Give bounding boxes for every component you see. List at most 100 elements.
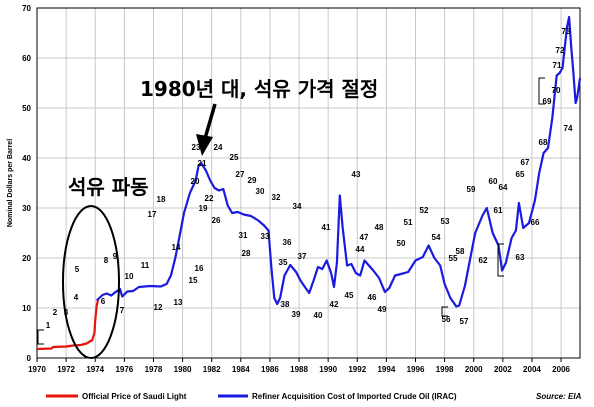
annotation-label: 58 (456, 247, 465, 256)
annotation-label: 3 (64, 308, 69, 317)
x-tick-label: 1982 (203, 365, 221, 374)
x-tick-label: 1996 (407, 365, 425, 374)
annotation-label: 74 (564, 124, 573, 133)
series-line-saudi-light (36, 299, 100, 351)
x-tick-label: 1984 (232, 365, 250, 374)
legend-label-irac: Refiner Acquisition Cost of Imported Cru… (252, 392, 457, 401)
annotation-label: 52 (420, 206, 429, 215)
source-label: Source: EIA (536, 392, 582, 401)
annotation-label: 57 (460, 317, 469, 326)
annotation-label: 14 (172, 243, 181, 252)
annotation-label: 18 (157, 195, 166, 204)
annotation-label: 73 (562, 27, 571, 36)
annotation-label: 48 (375, 223, 384, 232)
x-tick-label: 1970 (28, 365, 46, 374)
x-tick-label: 1988 (290, 365, 308, 374)
annotation-bracket (441, 306, 448, 317)
x-tick-label: 1972 (57, 365, 75, 374)
x-tick-label: 1976 (115, 365, 133, 374)
annotation-label: 56 (442, 315, 451, 324)
y-tick-label: 30 (22, 204, 31, 213)
x-tick-label: 2000 (465, 365, 483, 374)
annotation-label: 41 (322, 223, 331, 232)
legend: Official Price of Saudi Light Refiner Ac… (46, 392, 582, 401)
callout-1980s-peak: 1980년 대, 석유 가격 절정 (140, 77, 378, 101)
callouts: 1980년 대, 석유 가격 절정 석유 파동 (62, 77, 378, 359)
annotation-label: 55 (449, 254, 458, 263)
annotation-label: 37 (298, 252, 307, 261)
y-tick-label: 20 (22, 254, 31, 263)
annotation-label: 28 (242, 249, 251, 258)
y-axis-label: Nominal Dollars per Barrel (7, 139, 14, 227)
x-tick-label: 1980 (174, 365, 192, 374)
annotation-label: 31 (239, 231, 248, 240)
annotation-label: 69 (543, 97, 552, 106)
y-tick-label: 40 (22, 154, 31, 163)
annotation-label: 60 (489, 177, 498, 186)
x-tick-label: 1974 (86, 365, 104, 374)
annotation-label: 46 (368, 293, 377, 302)
annotation-label: 34 (293, 202, 302, 211)
annotation-label: 42 (330, 300, 339, 309)
annotation-label: 17 (148, 210, 157, 219)
annotation-label: 6 (101, 297, 106, 306)
annotation-label: 22 (205, 194, 214, 203)
annotation-label: 23 (192, 143, 201, 152)
annotation-label: 30 (256, 187, 265, 196)
annotation-label: 33 (261, 232, 270, 241)
annotation-label: 64 (499, 183, 508, 192)
annotation-label: 26 (212, 216, 221, 225)
annotation-label: 15 (189, 276, 198, 285)
annotation-label: 47 (360, 233, 369, 242)
annotation-label: 19 (199, 204, 208, 213)
annotation-label: 44 (356, 245, 365, 254)
annotation-label: 9 (113, 252, 118, 261)
y-tick-label: 10 (22, 304, 31, 313)
oil-shock-ellipse (62, 205, 120, 359)
x-tick-label: 2004 (523, 365, 541, 374)
annotation-label: 65 (516, 170, 525, 179)
y-tick-label: 50 (22, 104, 31, 113)
annotation-label: 70 (552, 86, 561, 95)
callout-arrow (202, 103, 217, 143)
annotation-label: 27 (236, 170, 245, 179)
annotation-label: 39 (292, 310, 301, 319)
annotation-label: 1 (46, 321, 51, 330)
annotation-label: 68 (539, 138, 548, 147)
x-tick-label: 2006 (552, 365, 570, 374)
annotation-label: 24 (214, 143, 223, 152)
annotation-label: 10 (125, 272, 134, 281)
callout-oil-shock: 석유 파동 (68, 175, 149, 199)
annotation-label: 59 (467, 185, 476, 194)
annotation-label: 54 (432, 233, 441, 242)
annotation-label: 25 (230, 153, 239, 162)
annotation-label: 72 (556, 46, 565, 55)
annotation-label: 36 (283, 238, 292, 247)
y-tick-label: 0 (27, 354, 32, 363)
x-tick-label: 1990 (319, 365, 337, 374)
annotation-label: 43 (352, 170, 361, 179)
annotation-label: 66 (531, 218, 540, 227)
annotation-label: 53 (441, 217, 450, 226)
annotation-label: 35 (279, 258, 288, 267)
series-line-irac (95, 15, 582, 308)
x-tick-label: 1978 (145, 365, 163, 374)
legend-label-saudi: Official Price of Saudi Light (82, 392, 187, 401)
annotation-label: 7 (120, 306, 125, 315)
annotation-label: 49 (378, 305, 387, 314)
annotation-label: 62 (479, 256, 488, 265)
annotation-label: 45 (345, 291, 354, 300)
annotation-label: 2 (53, 308, 58, 317)
annotation-label: 12 (154, 303, 163, 312)
annotation-label: 16 (195, 264, 204, 273)
annotation-label: 20 (191, 177, 200, 186)
x-tick-label: 2002 (494, 365, 512, 374)
annotation-label: 13 (174, 298, 183, 307)
annotation-bracket (37, 329, 44, 345)
annotation-label: 5 (75, 265, 80, 274)
annotation-label: 8 (104, 256, 109, 265)
plot-frame (36, 7, 581, 359)
